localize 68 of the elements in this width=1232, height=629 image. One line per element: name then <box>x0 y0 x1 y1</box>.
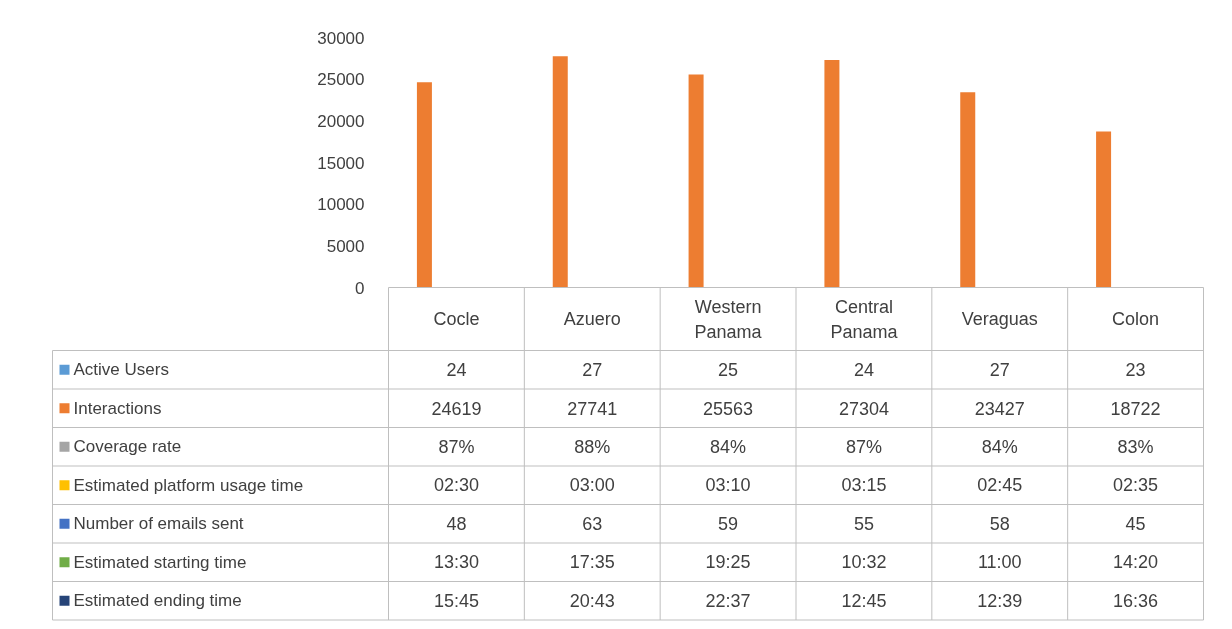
y-tick-label: 25000 <box>317 70 365 90</box>
data-label: 24 <box>446 360 467 381</box>
legend-label: Coverage rate <box>73 437 182 457</box>
data-label: 84% <box>710 436 747 457</box>
data-label: 12:45 <box>841 590 887 611</box>
data-label: 48 <box>446 514 467 535</box>
data-label: 45 <box>1125 514 1146 535</box>
y-tick-label: 30000 <box>317 28 365 48</box>
x-tick-label: Azuero <box>563 309 621 329</box>
x-tick-label: Central Panama <box>830 296 899 342</box>
data-label: 87% <box>438 436 475 457</box>
y-tick-label: 5000 <box>326 236 365 256</box>
y-tick-label: 0 <box>355 278 365 298</box>
data-label: 03:15 <box>841 475 887 496</box>
data-label: 17:35 <box>569 552 615 573</box>
data-label: 84% <box>981 436 1018 457</box>
data-label: 27741 <box>567 398 618 419</box>
x-tick-label: Cocle <box>433 309 480 329</box>
data-label: 16:36 <box>1113 590 1159 611</box>
data-label: 22:37 <box>705 590 751 611</box>
data-label: 88% <box>574 436 611 457</box>
legend-label: Estimated platform usage time <box>73 475 304 495</box>
data-label: 24619 <box>431 398 482 419</box>
data-label: 23427 <box>974 398 1025 419</box>
data-label: 02:45 <box>977 475 1023 496</box>
data-label: 59 <box>718 514 739 535</box>
data-label: 55 <box>853 514 874 535</box>
data-label: 27 <box>582 360 603 381</box>
data-label: 03:10 <box>705 475 751 496</box>
data-label: 23 <box>1125 360 1146 381</box>
data-label: 27 <box>989 360 1010 381</box>
bar <box>824 59 840 288</box>
data-label: 02:35 <box>1113 475 1159 496</box>
x-tick-label: Western Panama <box>694 296 763 342</box>
legend-label: Number of emails sent <box>73 514 244 534</box>
legend-label: Estimated starting time <box>73 552 247 572</box>
data-label: 20:43 <box>569 590 615 611</box>
x-tick-label: Veraguas <box>961 309 1038 329</box>
bar <box>688 74 704 288</box>
bar <box>552 56 568 288</box>
y-tick-label: 15000 <box>317 153 365 173</box>
bar <box>416 82 432 288</box>
data-label: 19:25 <box>705 552 751 573</box>
bar <box>1096 131 1112 288</box>
data-label: 03:00 <box>569 475 615 496</box>
data-label: 11:00 <box>977 552 1022 573</box>
data-label: 14:20 <box>1113 552 1159 573</box>
data-label: 02:30 <box>433 475 479 496</box>
data-label: 27304 <box>838 398 889 419</box>
data-label: 13:30 <box>433 552 479 573</box>
data-label: 83% <box>1117 436 1154 457</box>
data-label: 87% <box>845 436 882 457</box>
legend-label: Estimated ending time <box>73 591 242 611</box>
data-label: 18722 <box>1110 398 1161 419</box>
data-label: 58 <box>989 514 1010 535</box>
data-label: 63 <box>582 514 603 535</box>
data-label: 24 <box>853 360 874 381</box>
data-label: 25563 <box>703 398 754 419</box>
x-tick-label: Colon <box>1112 309 1160 329</box>
data-label: 25 <box>718 360 739 381</box>
legend-label: Active Users <box>73 360 169 380</box>
legend-label: Interactions <box>73 398 162 418</box>
data-label: 10:32 <box>841 552 887 573</box>
data-label: 12:39 <box>977 590 1023 611</box>
bar <box>960 92 976 288</box>
y-tick-label: 10000 <box>317 195 365 215</box>
data-label: 15:45 <box>433 590 479 611</box>
y-tick-label: 20000 <box>317 111 365 131</box>
